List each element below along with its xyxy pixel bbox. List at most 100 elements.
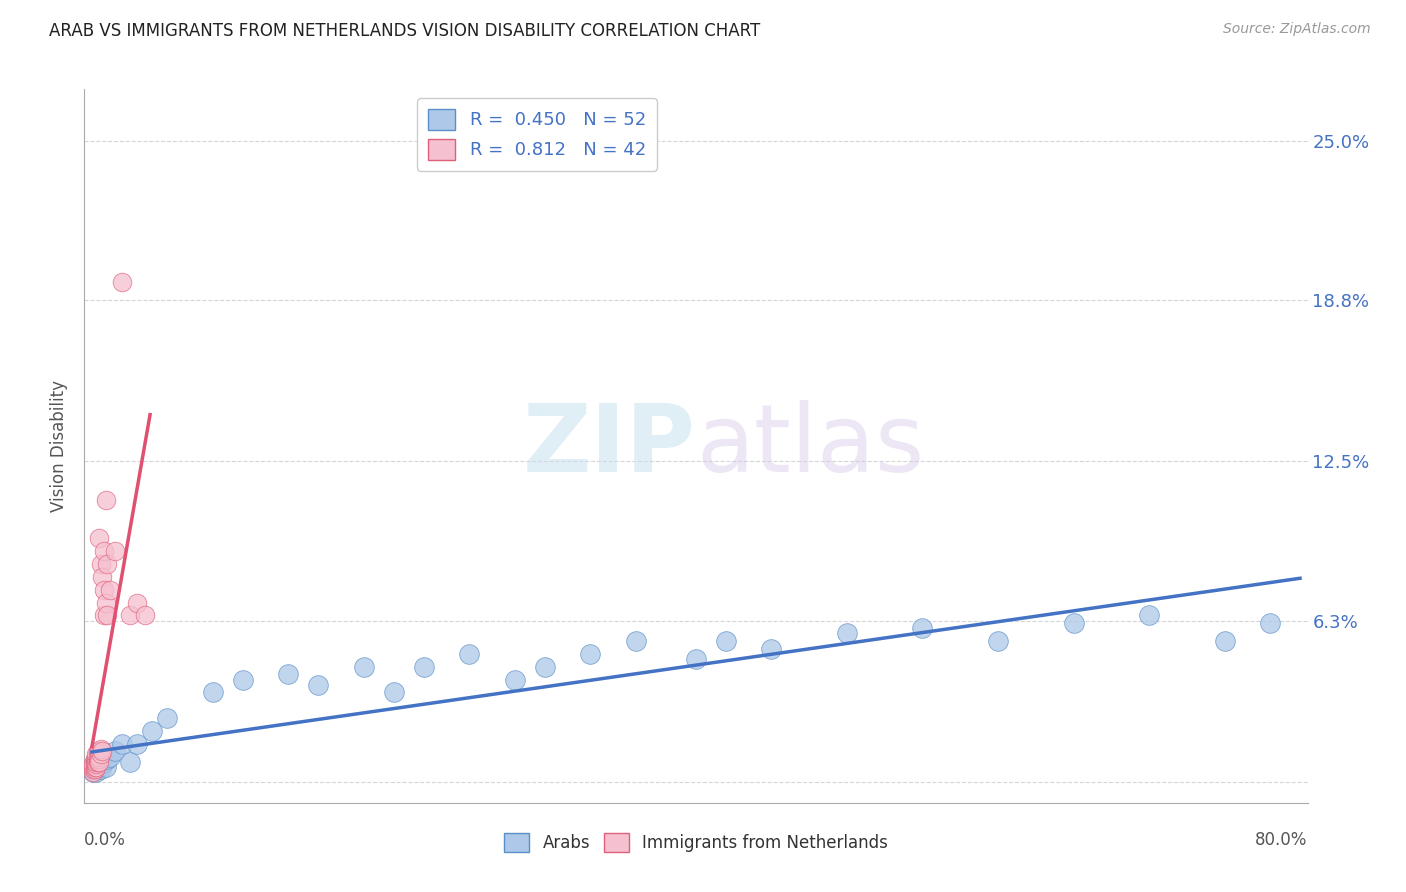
- Point: [118, 608, 141, 623]
- Point: [96, 752, 118, 766]
- Legend: Arabs, Immigrants from Netherlands: Arabs, Immigrants from Netherlands: [498, 827, 894, 859]
- Point: [86, 752, 108, 766]
- Point: [82, 760, 104, 774]
- Text: ZIP: ZIP: [523, 400, 696, 492]
- Point: [111, 275, 134, 289]
- Text: atlas: atlas: [696, 400, 924, 492]
- Point: [86, 749, 108, 764]
- Point: [84, 763, 107, 777]
- Point: [84, 763, 107, 777]
- Point: [84, 752, 107, 766]
- Point: [685, 652, 707, 666]
- Point: [86, 755, 108, 769]
- Point: [90, 557, 112, 571]
- Point: [127, 737, 149, 751]
- Point: [353, 659, 375, 673]
- Point: [96, 557, 118, 571]
- Text: 0.0%: 0.0%: [84, 831, 127, 849]
- Point: [89, 532, 111, 546]
- Point: [91, 744, 114, 758]
- Point: [93, 755, 115, 769]
- Point: [84, 755, 107, 769]
- Point: [89, 760, 111, 774]
- Point: [1258, 616, 1281, 631]
- Point: [911, 621, 934, 635]
- Point: [89, 752, 111, 766]
- Point: [86, 755, 108, 769]
- Point: [87, 744, 110, 758]
- Point: [93, 544, 115, 558]
- Point: [382, 685, 405, 699]
- Point: [84, 755, 107, 769]
- Point: [534, 659, 557, 673]
- Point: [1213, 634, 1236, 648]
- Point: [98, 582, 121, 597]
- Point: [90, 747, 112, 761]
- Point: [307, 678, 329, 692]
- Point: [127, 596, 149, 610]
- Point: [86, 747, 108, 761]
- Point: [141, 723, 163, 738]
- Point: [90, 752, 112, 766]
- Point: [82, 764, 104, 779]
- Point: [84, 760, 107, 774]
- Point: [835, 626, 858, 640]
- Point: [94, 492, 117, 507]
- Text: 80.0%: 80.0%: [1256, 831, 1308, 849]
- Point: [987, 634, 1010, 648]
- Point: [156, 711, 179, 725]
- Point: [86, 757, 108, 772]
- Point: [82, 763, 104, 777]
- Point: [86, 757, 108, 772]
- Point: [93, 582, 115, 597]
- Point: [91, 757, 114, 772]
- Point: [87, 763, 110, 777]
- Point: [103, 744, 125, 758]
- Point: [503, 673, 526, 687]
- Point: [87, 755, 110, 769]
- Text: ARAB VS IMMIGRANTS FROM NETHERLANDS VISION DISABILITY CORRELATION CHART: ARAB VS IMMIGRANTS FROM NETHERLANDS VISI…: [49, 22, 761, 40]
- Point: [87, 752, 110, 766]
- Point: [90, 742, 112, 756]
- Point: [82, 757, 104, 772]
- Point: [94, 596, 117, 610]
- Point: [82, 760, 104, 774]
- Point: [277, 667, 299, 681]
- Text: Source: ZipAtlas.com: Source: ZipAtlas.com: [1223, 22, 1371, 37]
- Point: [84, 760, 107, 774]
- Point: [714, 634, 737, 648]
- Point: [89, 749, 111, 764]
- Point: [93, 608, 115, 623]
- Point: [86, 760, 108, 774]
- Point: [86, 763, 108, 777]
- Point: [86, 764, 108, 779]
- Point: [413, 659, 436, 673]
- Point: [94, 760, 117, 774]
- Point: [89, 757, 111, 772]
- Point: [201, 685, 224, 699]
- Point: [90, 763, 112, 777]
- Point: [91, 570, 114, 584]
- Point: [84, 757, 107, 772]
- Point: [87, 752, 110, 766]
- Point: [89, 744, 111, 758]
- Point: [624, 634, 647, 648]
- Point: [1063, 616, 1085, 631]
- Point: [98, 749, 121, 764]
- Point: [84, 757, 107, 772]
- Point: [458, 647, 481, 661]
- Point: [89, 755, 111, 769]
- Point: [134, 608, 156, 623]
- Point: [118, 755, 141, 769]
- Point: [111, 737, 134, 751]
- Point: [82, 763, 104, 777]
- Point: [579, 647, 602, 661]
- Point: [1137, 608, 1160, 623]
- Point: [82, 764, 104, 779]
- Point: [761, 641, 783, 656]
- Point: [232, 673, 254, 687]
- Point: [96, 608, 118, 623]
- Point: [87, 749, 110, 764]
- Point: [89, 755, 111, 769]
- Point: [103, 544, 125, 558]
